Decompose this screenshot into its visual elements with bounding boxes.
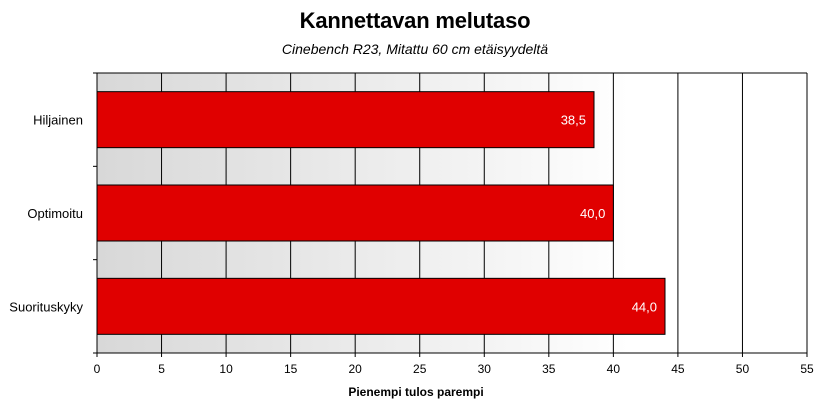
value-label-optimoitu: 40,0 <box>580 206 605 221</box>
bar-hiljainen <box>96 91 595 149</box>
axes-group: Hiljainen Optimoitu Suorituskyky 0 5 10 15 20 25… <box>9 72 814 376</box>
x-tick-label-0: 0 <box>94 362 101 376</box>
x-tick-label-20: 20 <box>349 362 363 376</box>
value-label-hiljainen: 38,5 <box>561 113 586 128</box>
x-tick-label-5: 5 <box>158 362 165 376</box>
x-tick-label-15: 15 <box>284 362 298 376</box>
x-tick-label-45: 45 <box>671 362 685 376</box>
x-tick-label-10: 10 <box>219 362 233 376</box>
category-label-hiljainen: Hiljainen <box>33 113 83 128</box>
x-axis-label: Pienempi tulos parempi <box>348 385 483 399</box>
chart-subtitle: Cinebench R23, Mitattu 60 cm etäisyydelt… <box>281 41 549 57</box>
chart-title: Kannettavan melutaso <box>299 8 531 33</box>
x-tick-label-40: 40 <box>607 362 621 376</box>
x-tick-label-55: 55 <box>800 362 814 376</box>
category-label-optimoitu: Optimoitu <box>27 206 83 221</box>
category-label-suorituskyky: Suorituskyky <box>9 299 83 314</box>
value-label-suorituskyky: 44,0 <box>632 299 657 314</box>
x-tick-label-35: 35 <box>542 362 556 376</box>
x-tick-label-50: 50 <box>736 362 750 376</box>
bar-suorituskyky <box>96 277 666 335</box>
bars-group: 38,5 40,0 44,0 <box>96 91 666 335</box>
bar-optimoitu <box>96 184 614 242</box>
x-tick-label-30: 30 <box>478 362 492 376</box>
x-tick-label-25: 25 <box>413 362 427 376</box>
